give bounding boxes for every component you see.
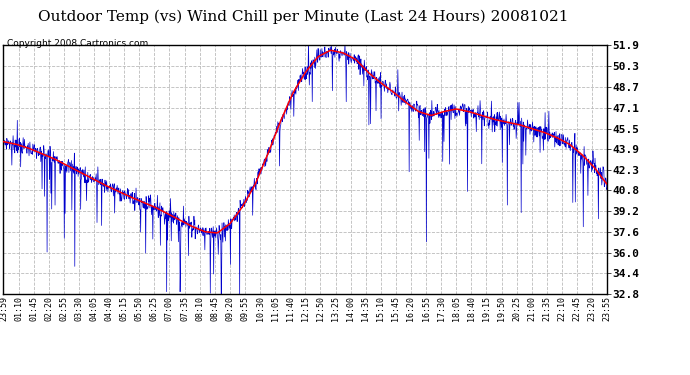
Text: Copyright 2008 Cartronics.com: Copyright 2008 Cartronics.com bbox=[7, 39, 148, 48]
Text: Outdoor Temp (vs) Wind Chill per Minute (Last 24 Hours) 20081021: Outdoor Temp (vs) Wind Chill per Minute … bbox=[39, 9, 569, 24]
